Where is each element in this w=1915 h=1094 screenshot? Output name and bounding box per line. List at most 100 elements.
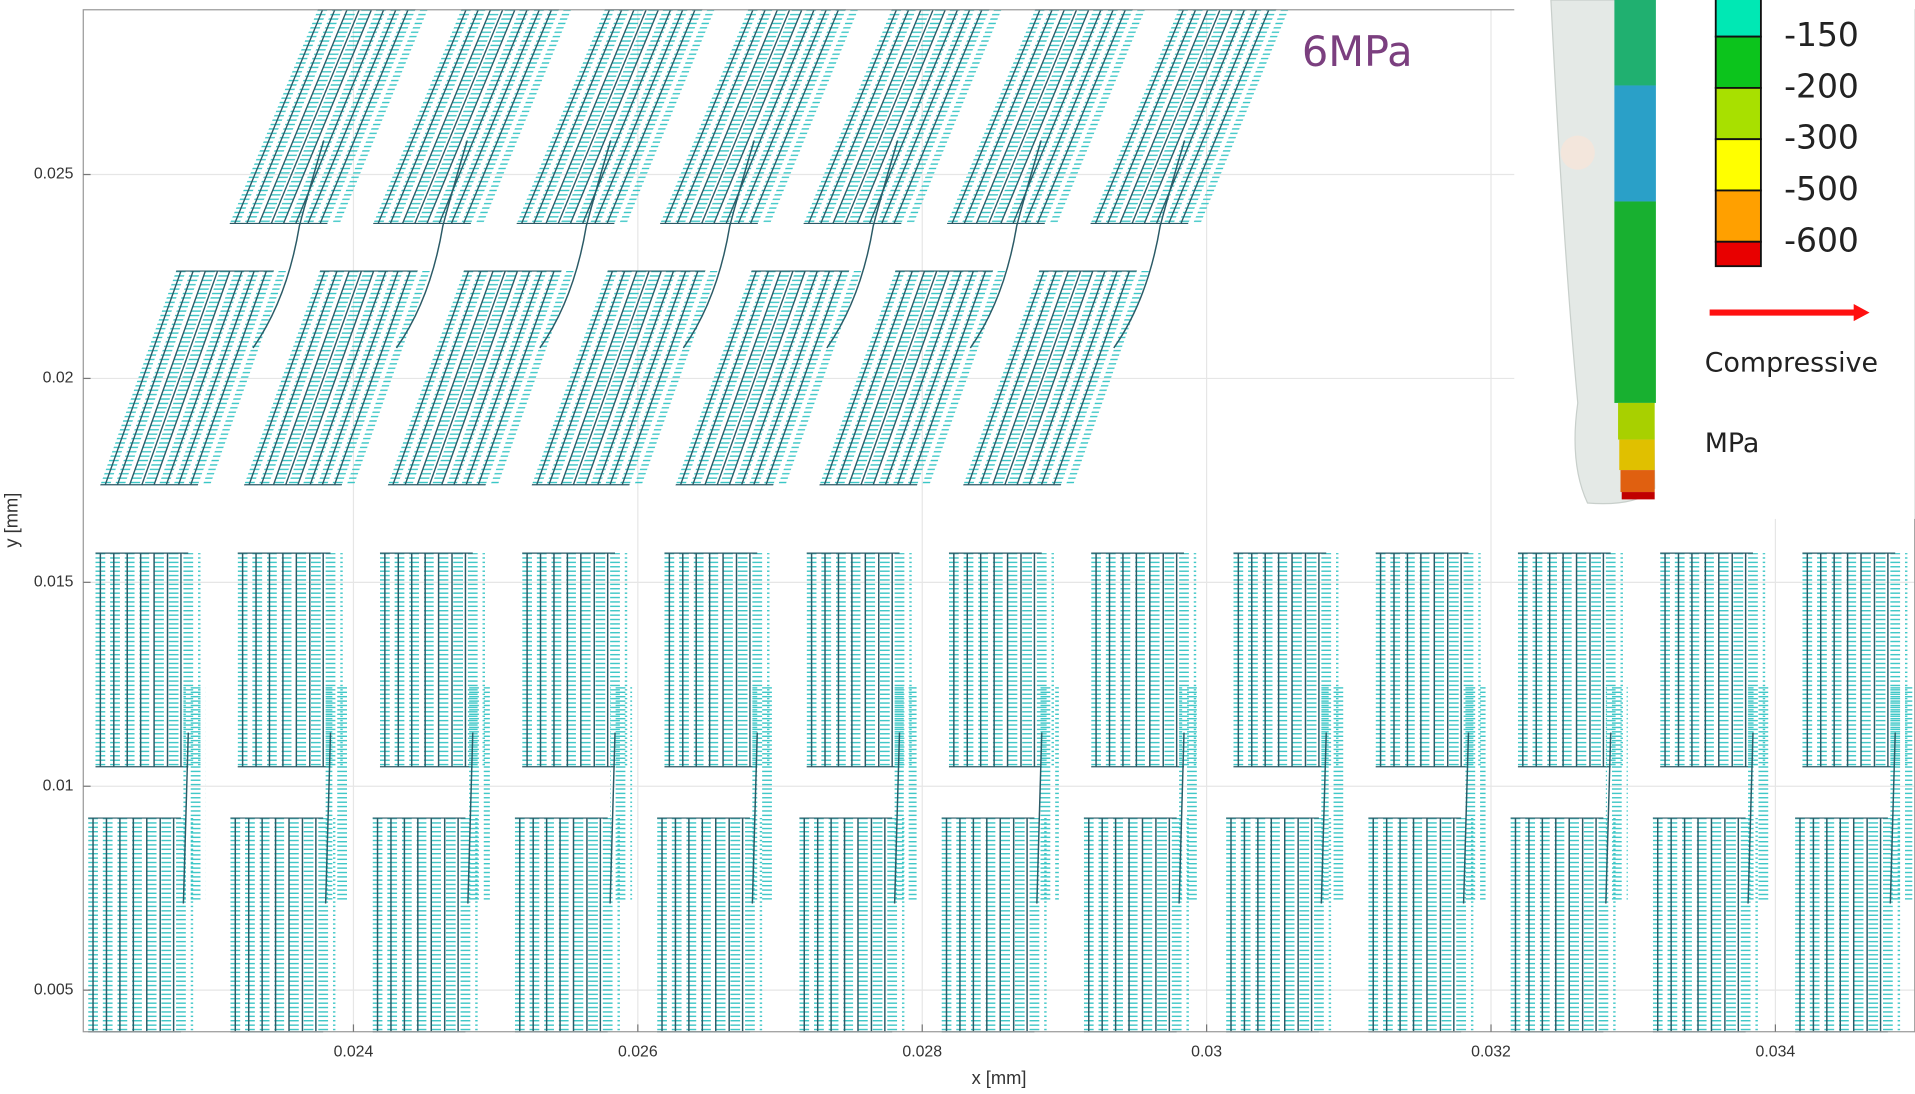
- stress-hatch: [1375, 553, 1481, 767]
- x-tick-label: 0.024: [334, 1044, 374, 1061]
- ply-line: [884, 271, 962, 485]
- stress-block: [243, 270, 430, 486]
- ply-line: [753, 271, 831, 485]
- stress-hatch: [514, 818, 620, 1032]
- colorbar-swatch: [1714, 35, 1762, 89]
- fe-hole: [1560, 135, 1595, 170]
- ply-line: [333, 271, 411, 485]
- stress-hatch: [467, 686, 490, 900]
- stress-hatch: [100, 271, 286, 485]
- ply-line: [177, 271, 255, 485]
- stress-block: [948, 552, 1054, 768]
- ply-line: [189, 271, 268, 485]
- ply-line: [1024, 9, 1114, 224]
- ply-line: [893, 732, 901, 904]
- colorbar-label: -300: [1784, 118, 1859, 157]
- ply-line: [560, 271, 638, 485]
- stress-hatch: [948, 553, 1054, 767]
- ply-line: [909, 271, 987, 485]
- ply-line: [728, 271, 806, 485]
- colorbar-swatch: [1714, 138, 1762, 192]
- ply-line: [533, 9, 623, 224]
- stress-hatch: [963, 271, 1149, 485]
- ply-line: [404, 271, 482, 485]
- x-tick-label: 0.026: [618, 1044, 658, 1061]
- legend-label: MPa: [1705, 428, 1760, 459]
- stress-block: [531, 270, 718, 486]
- ply-line: [392, 271, 470, 485]
- stress-hatch: [1605, 686, 1628, 900]
- stress-bulge: [539, 140, 612, 349]
- ply-line: [401, 9, 492, 224]
- ply-line: [1462, 732, 1470, 904]
- stress-block: [230, 817, 336, 1033]
- ply-line: [951, 9, 1041, 224]
- colorbar-label: -600: [1784, 220, 1859, 259]
- stress-block: [1510, 817, 1616, 1033]
- stress-hatch: [516, 9, 715, 224]
- ply-line: [737, 9, 827, 224]
- arrow-head: [1853, 304, 1870, 322]
- colorbar-label: -500: [1784, 169, 1859, 208]
- stress-hatch: [95, 553, 201, 767]
- colorbar-label: -150: [1784, 15, 1859, 54]
- stress-hatch: [664, 553, 770, 767]
- colorbar-swatch: [1714, 0, 1762, 38]
- stress-block: [806, 552, 912, 768]
- ply-line: [749, 9, 840, 224]
- ply-line: [1747, 732, 1754, 904]
- stress-block: [379, 552, 485, 768]
- ply-line: [872, 271, 950, 485]
- stress-hatch: [1321, 686, 1344, 900]
- ply-line: [1889, 732, 1896, 904]
- ply-line: [823, 271, 901, 485]
- colorbar-swatch: [1714, 240, 1762, 268]
- ply-line: [765, 271, 843, 485]
- stress-hatch: [1660, 553, 1766, 767]
- ply-line: [740, 271, 819, 485]
- ply-line: [258, 9, 348, 224]
- ply-line: [688, 9, 779, 224]
- colorbar-swatch: [1714, 86, 1762, 141]
- stress-block: [88, 817, 194, 1033]
- ply-line: [860, 271, 938, 485]
- stress-bulge: [252, 140, 325, 349]
- fe-region: [1621, 492, 1655, 500]
- ply-line: [594, 9, 684, 224]
- stress-block: [803, 9, 1002, 225]
- stress-hatch: [941, 818, 1047, 1032]
- ply-line: [182, 732, 190, 904]
- stress-block: [516, 9, 715, 225]
- x-tick-label: 0.032: [1471, 1044, 1511, 1061]
- ply-line: [1605, 732, 1612, 904]
- stress-hatch: [1090, 9, 1289, 224]
- stress-hatch: [1890, 686, 1913, 900]
- ply-line: [664, 9, 754, 224]
- ply-line: [1000, 9, 1090, 224]
- stress-hatch: [531, 271, 718, 485]
- ply-line: [606, 9, 696, 224]
- stress-block: [799, 817, 905, 1033]
- ply-line: [1320, 732, 1327, 904]
- stress-hatch: [230, 818, 336, 1032]
- stress-hatch: [1226, 818, 1332, 1032]
- x-tick-label: 0.03: [1191, 1044, 1222, 1061]
- ply-line: [597, 271, 675, 485]
- stress-block: [1375, 552, 1481, 768]
- stress-hatch: [1036, 686, 1059, 900]
- ply-line: [569, 9, 660, 224]
- ply-line: [233, 9, 324, 224]
- ply-line: [1036, 732, 1043, 904]
- ply-line: [1131, 9, 1221, 224]
- ply-line: [967, 271, 1045, 485]
- ply-line: [844, 9, 934, 224]
- ply-line: [716, 271, 794, 485]
- stress-hatch: [1091, 553, 1197, 767]
- stress-hatch: [373, 9, 572, 224]
- stress-block: [657, 817, 763, 1033]
- ply-line: [536, 271, 614, 485]
- ply-line: [609, 271, 687, 485]
- ply-line: [520, 9, 611, 224]
- stress-hatch: [799, 818, 905, 1032]
- ply-line: [1040, 271, 1118, 485]
